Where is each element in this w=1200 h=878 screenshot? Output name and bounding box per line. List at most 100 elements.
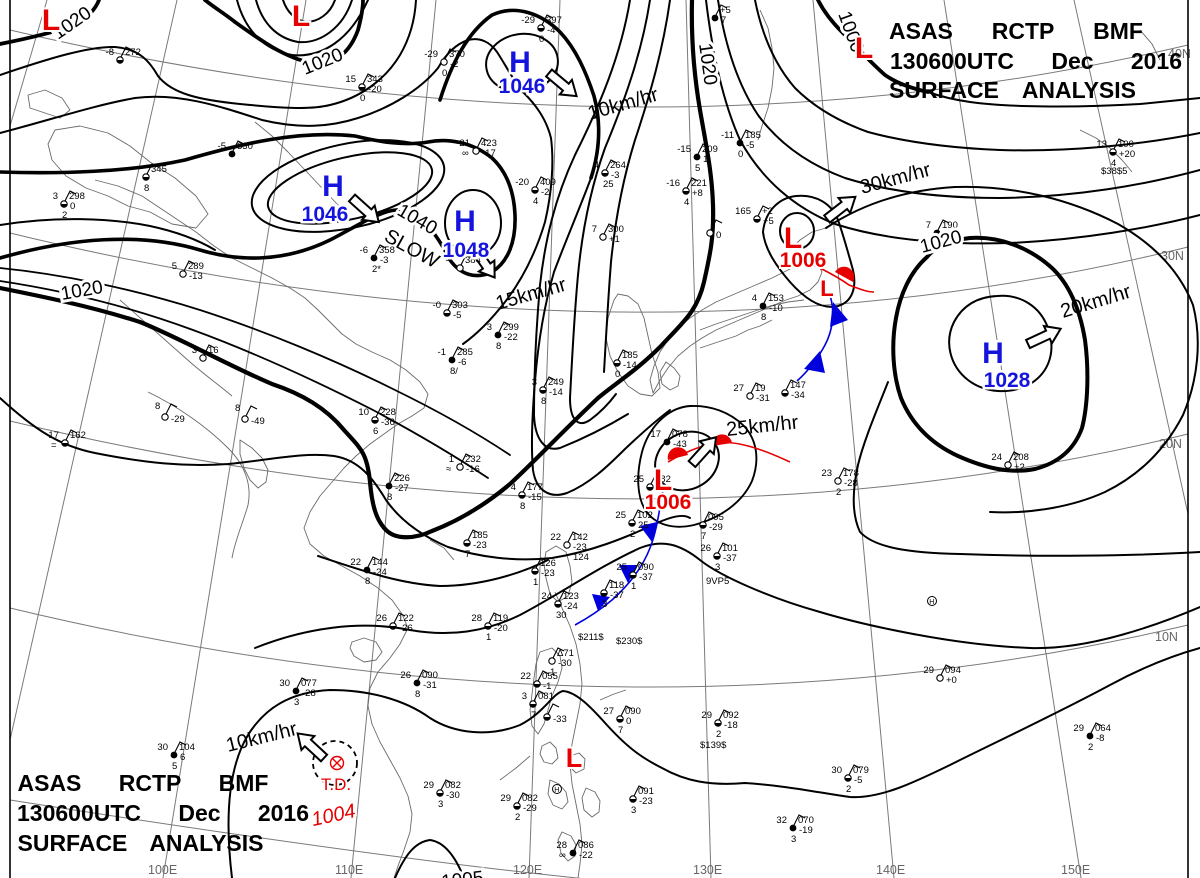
svg-text:064: 064 bbox=[1095, 723, 1111, 734]
svg-text:H: H bbox=[982, 337, 1004, 370]
svg-text:6: 6 bbox=[180, 752, 185, 763]
svg-text:32: 32 bbox=[776, 815, 787, 826]
svg-text:409: 409 bbox=[540, 177, 556, 188]
svg-text:∞: ∞ bbox=[462, 148, 469, 159]
svg-text:$139$: $139$ bbox=[700, 740, 727, 751]
svg-text:8: 8 bbox=[387, 492, 392, 503]
svg-text:0: 0 bbox=[539, 34, 544, 45]
svg-text:29: 29 bbox=[1073, 723, 1084, 734]
svg-text:081: 081 bbox=[538, 691, 554, 702]
svg-text:298: 298 bbox=[69, 191, 85, 202]
svg-text:185: 185 bbox=[472, 530, 488, 541]
svg-text:27: 27 bbox=[603, 706, 614, 717]
svg-text:-23: -23 bbox=[541, 568, 555, 579]
svg-text:3: 3 bbox=[631, 805, 636, 816]
svg-text:185: 185 bbox=[745, 130, 761, 141]
svg-text:-11: -11 bbox=[721, 130, 734, 141]
svg-text:079: 079 bbox=[853, 765, 869, 776]
svg-text:7: 7 bbox=[465, 549, 470, 560]
svg-text:-31: -31 bbox=[423, 680, 437, 691]
svg-text:-30: -30 bbox=[558, 658, 572, 669]
svg-text:122: 122 bbox=[398, 613, 414, 624]
svg-text:208: 208 bbox=[1013, 452, 1029, 463]
svg-text:+5: +5 bbox=[763, 216, 774, 227]
svg-text:0: 0 bbox=[738, 149, 743, 160]
svg-text:25: 25 bbox=[603, 179, 614, 190]
svg-text:-6: -6 bbox=[458, 357, 466, 368]
svg-text:300: 300 bbox=[608, 224, 624, 235]
svg-text:-29: -29 bbox=[424, 49, 438, 60]
svg-text:≈: ≈ bbox=[446, 464, 451, 475]
svg-text:086: 086 bbox=[578, 840, 594, 851]
svg-text:144: 144 bbox=[372, 557, 388, 568]
svg-text:L: L bbox=[42, 4, 60, 37]
svg-text:8: 8 bbox=[415, 689, 420, 700]
svg-text:26: 26 bbox=[376, 613, 387, 624]
svg-text:1048: 1048 bbox=[443, 239, 490, 262]
svg-text:-1: -1 bbox=[543, 681, 551, 692]
svg-text:-34: -34 bbox=[791, 390, 805, 401]
svg-text:2: 2 bbox=[846, 784, 851, 795]
svg-text:7: 7 bbox=[618, 725, 623, 736]
svg-text:29: 29 bbox=[423, 780, 434, 791]
svg-text:2: 2 bbox=[515, 812, 520, 823]
svg-text:3: 3 bbox=[53, 191, 58, 202]
svg-text:100: 100 bbox=[1118, 139, 1134, 150]
svg-text:384: 384 bbox=[465, 255, 481, 266]
svg-text:-14: -14 bbox=[623, 360, 637, 371]
svg-text:082: 082 bbox=[522, 793, 538, 804]
svg-text:5: 5 bbox=[695, 163, 700, 174]
svg-text:-7: -7 bbox=[446, 255, 454, 266]
svg-text:7: 7 bbox=[531, 710, 536, 721]
svg-text:2: 2 bbox=[836, 487, 841, 498]
svg-text:209: 209 bbox=[702, 144, 718, 155]
svg-text:0: 0 bbox=[626, 716, 631, 727]
svg-text:-24: -24 bbox=[564, 601, 578, 612]
svg-text:22: 22 bbox=[550, 532, 561, 543]
svg-text:23: 23 bbox=[821, 468, 832, 479]
svg-text:162: 162 bbox=[70, 430, 86, 441]
svg-text:-20: -20 bbox=[494, 623, 508, 634]
svg-text:+5: +5 bbox=[720, 5, 731, 16]
svg-text:H: H bbox=[554, 787, 559, 794]
svg-text:27: 27 bbox=[733, 383, 744, 394]
svg-text:8: 8 bbox=[235, 403, 240, 414]
svg-text:+20: +20 bbox=[1119, 149, 1135, 160]
svg-text:118: 118 bbox=[609, 580, 624, 591]
svg-text:-33: -33 bbox=[553, 714, 567, 725]
svg-text:30: 30 bbox=[279, 678, 290, 689]
svg-text:30N: 30N bbox=[1161, 249, 1184, 263]
svg-text:+1: +1 bbox=[609, 234, 620, 245]
svg-text:22: 22 bbox=[520, 671, 531, 682]
svg-text:140E: 140E bbox=[876, 863, 905, 877]
svg-text:-8: -8 bbox=[106, 47, 114, 58]
svg-text:5: 5 bbox=[172, 761, 177, 772]
svg-text:3: 3 bbox=[438, 799, 443, 810]
svg-text:-16: -16 bbox=[666, 178, 680, 189]
svg-text:-5: -5 bbox=[746, 140, 754, 151]
svg-text:-15: -15 bbox=[528, 492, 542, 503]
svg-text:3: 3 bbox=[791, 834, 796, 845]
svg-text:226: 226 bbox=[394, 473, 410, 484]
svg-text:-4: -4 bbox=[547, 25, 555, 36]
svg-text:19: 19 bbox=[755, 383, 766, 394]
svg-text:L: L bbox=[784, 222, 802, 255]
svg-text:30: 30 bbox=[157, 742, 168, 753]
svg-text:124: 124 bbox=[573, 552, 589, 563]
svg-text:177: 177 bbox=[527, 482, 543, 493]
svg-text:25: 25 bbox=[615, 510, 626, 521]
svg-text:150E: 150E bbox=[1061, 863, 1090, 877]
svg-text:3: 3 bbox=[487, 322, 492, 333]
svg-text:1: 1 bbox=[449, 454, 454, 465]
svg-text:26: 26 bbox=[400, 670, 411, 681]
svg-text:L: L bbox=[566, 743, 583, 773]
svg-text:082: 082 bbox=[445, 780, 461, 791]
svg-text:303: 303 bbox=[452, 300, 468, 311]
svg-text:30: 30 bbox=[556, 610, 567, 621]
svg-text:-20: -20 bbox=[368, 84, 382, 95]
svg-text:L: L bbox=[820, 276, 833, 301]
svg-text:-3: -3 bbox=[380, 255, 388, 266]
svg-text:-14: -14 bbox=[549, 387, 563, 398]
svg-text:4: 4 bbox=[752, 293, 757, 304]
svg-text:40N: 40N bbox=[1168, 47, 1191, 61]
